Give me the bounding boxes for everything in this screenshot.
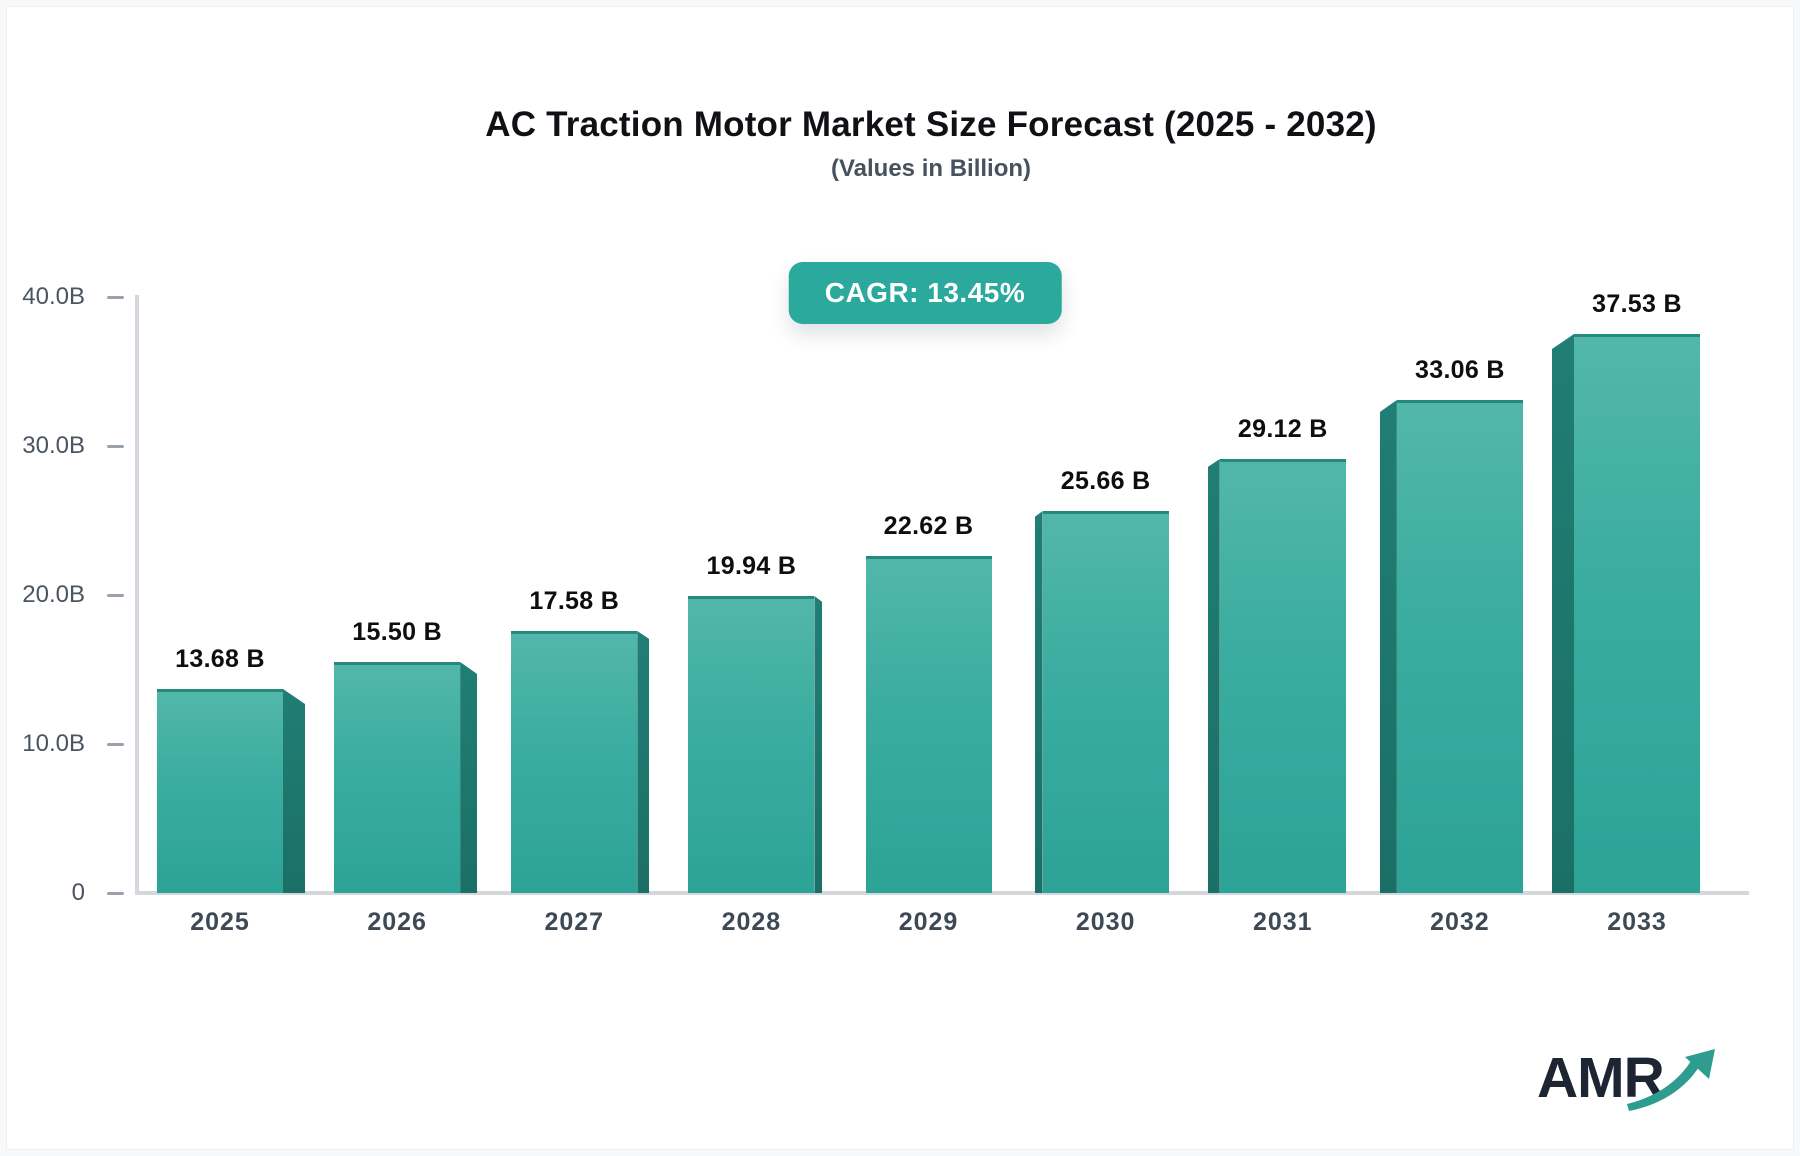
bar-2033 — [1574, 334, 1700, 893]
bar-value-label: 15.50 B — [352, 618, 442, 646]
x-axis-line — [135, 891, 1749, 895]
chart-card: AC Traction Motor Market Size Forecast (… — [6, 6, 1794, 1150]
bar-3d-side — [1379, 400, 1397, 893]
bar-2026 — [334, 662, 461, 893]
amr-logo: AMR — [1537, 1045, 1727, 1125]
bar-2028 — [688, 596, 815, 893]
x-category-label: 2033 — [1607, 908, 1667, 936]
x-category-label: 2026 — [367, 908, 427, 936]
bar-3d-side — [1207, 459, 1220, 893]
bar-3d-side — [1034, 511, 1043, 893]
y-tick-mark — [107, 891, 124, 895]
y-tick-label: 0 — [71, 879, 85, 906]
bar-3d-side — [814, 596, 823, 893]
bar-2025 — [157, 689, 283, 893]
y-tick-label: 20.0B — [22, 581, 85, 608]
chart-subtitle: (Values in Billion) — [830, 155, 1032, 182]
bar-value-label: 22.62 B — [883, 512, 974, 540]
y-tick-mark — [107, 295, 124, 299]
y-tick-label: 10.0B — [22, 730, 85, 757]
cagr-badge: CAGR: 13.45% — [788, 262, 1062, 324]
x-category-label: 2027 — [544, 908, 605, 936]
bar-value-label: 13.68 B — [175, 645, 265, 673]
x-category-label: 2032 — [1430, 908, 1490, 936]
bar-value-label: 29.12 B — [1237, 415, 1328, 443]
x-category-label: 2030 — [1075, 908, 1136, 936]
bar-3d-side — [1552, 334, 1574, 893]
x-category-label: 2031 — [1252, 908, 1313, 936]
y-tick-label: 30.0B — [22, 432, 85, 459]
bar-3d-side — [460, 662, 478, 893]
y-tick-label: 40.0B — [22, 283, 85, 310]
x-category-label: 2029 — [898, 908, 959, 936]
bar-value-label: 17.58 B — [529, 587, 620, 615]
bar-2031 — [1219, 459, 1346, 893]
bar-value-label: 25.66 B — [1060, 467, 1151, 495]
x-category-label: 2028 — [721, 908, 782, 936]
bar-value-label: 33.06 B — [1415, 356, 1505, 384]
bar-2027 — [511, 631, 638, 893]
bar-3d-side — [637, 631, 650, 893]
y-axis-line — [135, 295, 139, 895]
chart-title: AC Traction Motor Market Size Forecast (… — [485, 105, 1377, 144]
bar-2032 — [1396, 400, 1523, 893]
bar-value-label: 37.53 B — [1592, 290, 1682, 318]
bar-2029 — [865, 556, 992, 893]
x-category-label: 2025 — [190, 908, 250, 936]
y-tick-mark — [107, 593, 124, 597]
bar-3d-side — [283, 689, 305, 893]
bar-value-label: 19.94 B — [706, 552, 797, 580]
growth-arrow-icon — [1627, 1049, 1715, 1111]
bar-2030 — [1042, 511, 1169, 893]
y-tick-mark — [107, 444, 124, 448]
y-tick-mark — [107, 742, 124, 746]
